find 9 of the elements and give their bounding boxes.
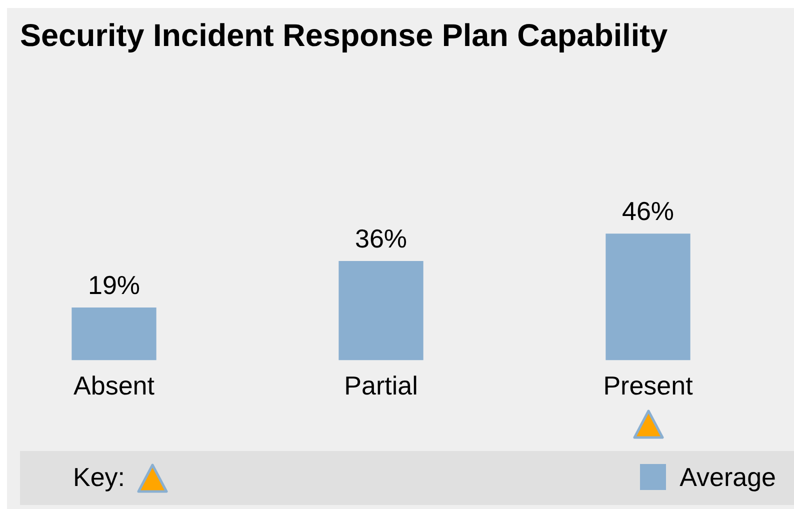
- data-label: 46%: [622, 196, 674, 226]
- legend-title: Key:: [73, 462, 126, 492]
- legend-label: Average: [680, 462, 776, 492]
- data-label: 36%: [354, 223, 408, 254]
- x-tick-label: Present: [603, 370, 694, 401]
- x-tick-label: Partial: [344, 370, 418, 401]
- data-label: 19%: [88, 270, 140, 300]
- chart-title: Security Incident Response Plan Capability: [20, 16, 668, 54]
- x-tick-label: Absent: [74, 370, 156, 401]
